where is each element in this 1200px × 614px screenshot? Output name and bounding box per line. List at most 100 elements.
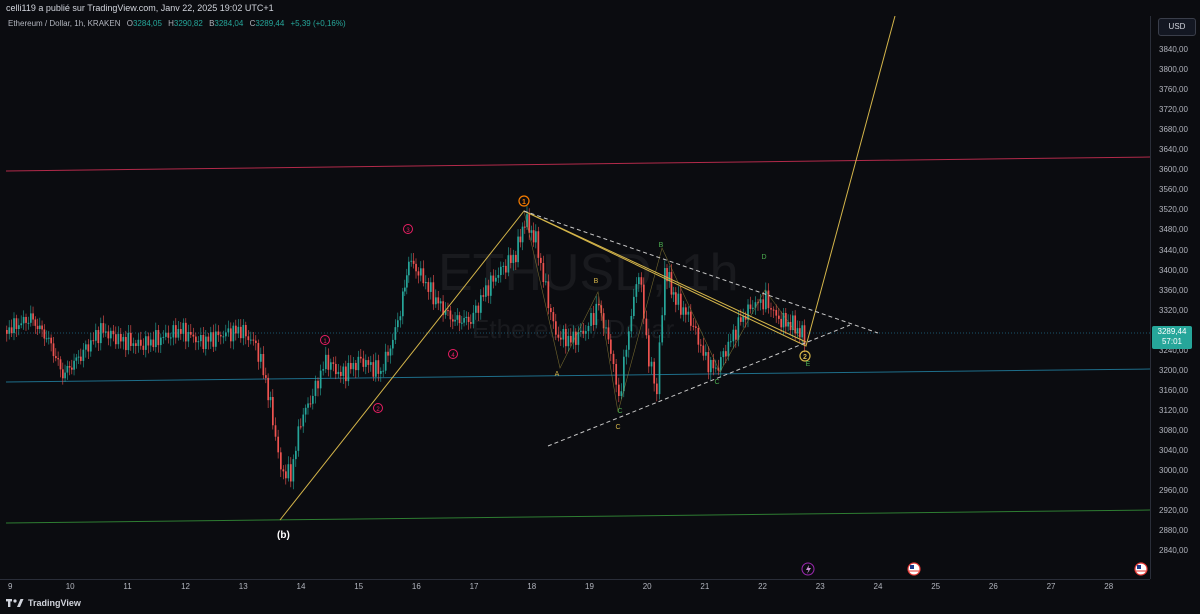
high-label: H [168,19,174,28]
time-tick: 17 [469,582,479,591]
countdown-timer: 57:01 [1161,337,1183,346]
top-bar: celli119 a publié sur TradingView.com, J… [0,0,1200,16]
price-tick: 3800,00 [1159,65,1188,75]
footer: TradingView [0,594,1200,614]
price-tick: 3000,00 [1159,466,1188,476]
open-label: O [126,19,133,28]
wave-label-b[interactable]: (b) [277,530,290,541]
time-tick: 9 [8,582,13,591]
subwave-label-4: 4 [451,353,455,359]
price-tick: 3600,00 [1159,165,1188,175]
wave-label-D[interactable]: D [761,254,766,261]
price-tick: 3080,00 [1159,425,1188,435]
price-tick: 3480,00 [1159,225,1188,235]
last-price-badge: 3289,44 57:01 [1152,326,1192,349]
price-tick: 3560,00 [1159,185,1188,195]
price-tick: 3760,00 [1159,85,1188,95]
close-label: C [249,19,256,28]
price-tick: 3400,00 [1159,265,1188,275]
time-tick: 13 [238,582,248,591]
last-price-value: 3289,44 [1157,327,1187,336]
price-tick: 3200,00 [1159,365,1188,375]
time-tick: 27 [1046,582,1056,591]
price-tick: 3320,00 [1159,305,1188,315]
time-tick: 12 [181,582,190,591]
change-value: +5,39 (+0,16%) [290,19,346,28]
price-tick: 3640,00 [1159,145,1188,155]
time-tick: 15 [354,582,364,591]
price-tick: 3160,00 [1159,385,1188,395]
wave-2-circle[interactable] [799,350,811,362]
time-tick: 16 [411,582,421,591]
support-line[interactable] [5,509,1150,524]
price-tick: 2840,00 [1159,546,1188,556]
price-tick: 3520,00 [1159,205,1188,215]
wave-label-1: 1 [522,199,526,206]
triangle-upper-solid[interactable] [523,210,807,343]
wave-label-C-green[interactable]: C [714,379,719,386]
high-value: 3290,82 [173,19,203,28]
wave-1-circle[interactable] [518,195,530,207]
subwave-3-circle[interactable] [403,224,413,234]
lightning-icon[interactable] [801,562,815,576]
wave-label-B-green[interactable]: B [659,242,664,249]
tradingview-logo[interactable]: TradingView [6,598,81,608]
time-tick: 22 [758,582,767,591]
us-flag-icon[interactable] [1134,562,1148,576]
subwave-1-circle[interactable] [320,335,330,345]
subwave-4-circle[interactable] [448,349,458,359]
wave-label-A-green[interactable]: C [617,408,622,415]
open-value: 3284,05 [132,19,162,28]
subwave-label-2: 2 [376,407,380,413]
time-tick: 28 [1104,582,1114,591]
price-tick: 3720,00 [1159,105,1188,115]
time-axis[interactable]: 9 10 11 12 13 14 15 16 17 18 19 20 21 22 23 24 25 26 27 28 [0,579,1150,594]
symbol-legend[interactable]: Ethereum / Dollar, 1h, KRAKEN O3284,05 H… [8,19,346,28]
publisher-text: celli119 a publié sur TradingView.com, J… [6,3,274,13]
tradingview-logo-icon [6,599,24,607]
triangle-wave-line[interactable] [523,210,807,413]
time-tick: 23 [815,582,825,591]
wave-label-2: 2 [803,354,807,361]
symbol-name[interactable]: Ethereum / Dollar, 1h, KRAKEN [8,19,121,28]
wave-label-E[interactable]: E [806,361,811,368]
wave-label-A[interactable]: A [555,371,560,378]
price-tick: 3840,00 [1159,45,1188,54]
price-tick: 3440,00 [1159,245,1188,255]
low-label: B [209,19,215,28]
us-flag-icon[interactable] [907,562,921,576]
time-tick: 11 [123,582,132,591]
time-tick: 21 [700,582,710,591]
subwave-2-circle[interactable] [373,403,383,413]
price-tick: 2960,00 [1159,486,1188,496]
time-tick: 25 [931,582,941,591]
subwave-label-1: 1 [323,339,327,345]
candlesticks [6,206,806,490]
low-value: 3284,04 [214,19,244,28]
price-tick: 2920,00 [1159,506,1188,516]
time-tick: 24 [873,582,883,591]
triangle-lower-dashed[interactable] [547,324,851,447]
price-tick: 3680,00 [1159,125,1188,135]
time-tick: 19 [585,582,594,591]
price-tick: 3040,00 [1159,446,1188,455]
price-chart[interactable]: ETHUSD, 1h Ethereum / Dollar (b) 1 2 1 2… [0,16,1150,579]
brand-name: TradingView [28,598,81,608]
price-tick: 2880,00 [1159,526,1188,536]
resistance-line[interactable] [5,156,1150,172]
currency-selector[interactable]: USD [1158,18,1196,36]
level-line-blue[interactable] [5,368,1150,383]
impulse-wave-line[interactable] [279,16,896,521]
price-tick: 3360,00 [1159,285,1188,295]
wave-label-C[interactable]: C [615,424,620,431]
time-tick: 18 [527,582,537,591]
time-tick: 10 [65,582,75,591]
price-tick: 3120,00 [1159,405,1188,415]
price-tick: 3240,00 [1159,345,1188,355]
time-tick: 26 [988,582,998,591]
subwave-label-3: 3 [406,228,410,234]
price-axis[interactable]: 3840,00 3800,00 3760,00 3720,00 3680,00 3640,… [1150,16,1200,579]
time-tick: 14 [296,582,306,591]
wave-label-B[interactable]: B [594,278,599,285]
close-value: 3289,44 [255,19,285,28]
